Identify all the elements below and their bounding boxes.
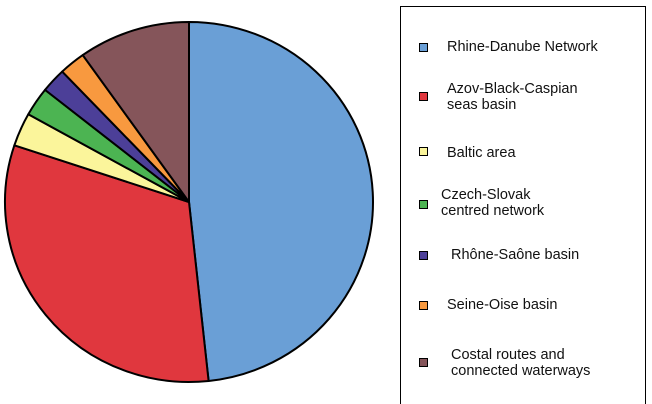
legend-swatch-seine-oise	[419, 301, 428, 310]
legend-label-rhone-saone: Rhône-Saône basin	[451, 247, 580, 263]
legend-label-costal-routes: Costal routes and connected waterways	[451, 347, 591, 379]
legend-label-baltic: Baltic area	[447, 145, 516, 161]
legend-swatch-rhone-saone	[419, 251, 428, 260]
legend-swatch-rhine-danube	[419, 43, 428, 52]
legend-swatch-azov-black-caspian	[419, 92, 428, 101]
legend-swatch-czech-slovak	[419, 200, 428, 209]
pie-slice-costal-routes-and-connected-waterways	[81, 21, 190, 203]
pie-chart	[4, 21, 374, 383]
pie-slice-rhine-danube-network	[188, 21, 374, 382]
legend: Rhine-Danube Network Azov-Black-Caspian …	[400, 6, 646, 404]
legend-swatch-costal-routes	[419, 358, 428, 367]
legend-swatch-baltic	[419, 147, 428, 156]
legend-label-azov-black-caspian: Azov-Black-Caspian seas basin	[447, 81, 578, 113]
pie-slice-azov-black-caspian-seas-basin	[4, 144, 210, 383]
legend-label-czech-slovak: Czech-Slovak centred network	[441, 187, 545, 219]
legend-label-seine-oise: Seine-Oise basin	[447, 297, 558, 313]
legend-label-rhine-danube: Rhine-Danube Network	[447, 39, 598, 55]
